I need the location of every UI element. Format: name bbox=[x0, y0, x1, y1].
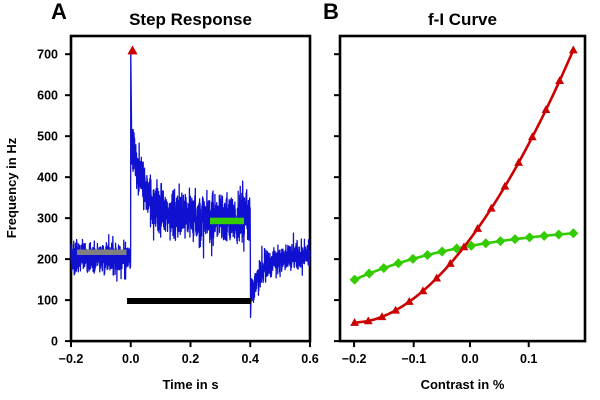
svg-text:−0.2: −0.2 bbox=[342, 352, 367, 366]
svg-text:0.0: 0.0 bbox=[122, 352, 139, 366]
svg-text:300: 300 bbox=[37, 212, 58, 226]
svg-text:0.1: 0.1 bbox=[520, 352, 537, 366]
svg-text:B: B bbox=[323, 0, 339, 24]
svg-text:f-I Curve: f-I Curve bbox=[428, 10, 497, 29]
svg-text:0: 0 bbox=[51, 335, 58, 349]
svg-text:−0.2: −0.2 bbox=[59, 352, 84, 366]
svg-text:Contrast in %: Contrast in % bbox=[421, 377, 505, 392]
svg-text:0.6: 0.6 bbox=[301, 352, 318, 366]
svg-text:0.0: 0.0 bbox=[461, 352, 478, 366]
svg-text:Frequency in Hz: Frequency in Hz bbox=[4, 137, 19, 238]
svg-text:600: 600 bbox=[37, 89, 58, 103]
svg-text:−0.1: −0.1 bbox=[401, 352, 426, 366]
svg-text:Time in s: Time in s bbox=[162, 377, 218, 392]
svg-text:500: 500 bbox=[37, 130, 58, 144]
svg-text:A: A bbox=[51, 0, 67, 24]
svg-text:400: 400 bbox=[37, 171, 58, 185]
svg-text:100: 100 bbox=[37, 294, 58, 308]
svg-text:0.4: 0.4 bbox=[242, 352, 259, 366]
svg-text:Step Response: Step Response bbox=[129, 10, 252, 29]
svg-text:200: 200 bbox=[37, 253, 58, 267]
svg-text:0.2: 0.2 bbox=[182, 352, 199, 366]
svg-text:700: 700 bbox=[37, 48, 58, 62]
